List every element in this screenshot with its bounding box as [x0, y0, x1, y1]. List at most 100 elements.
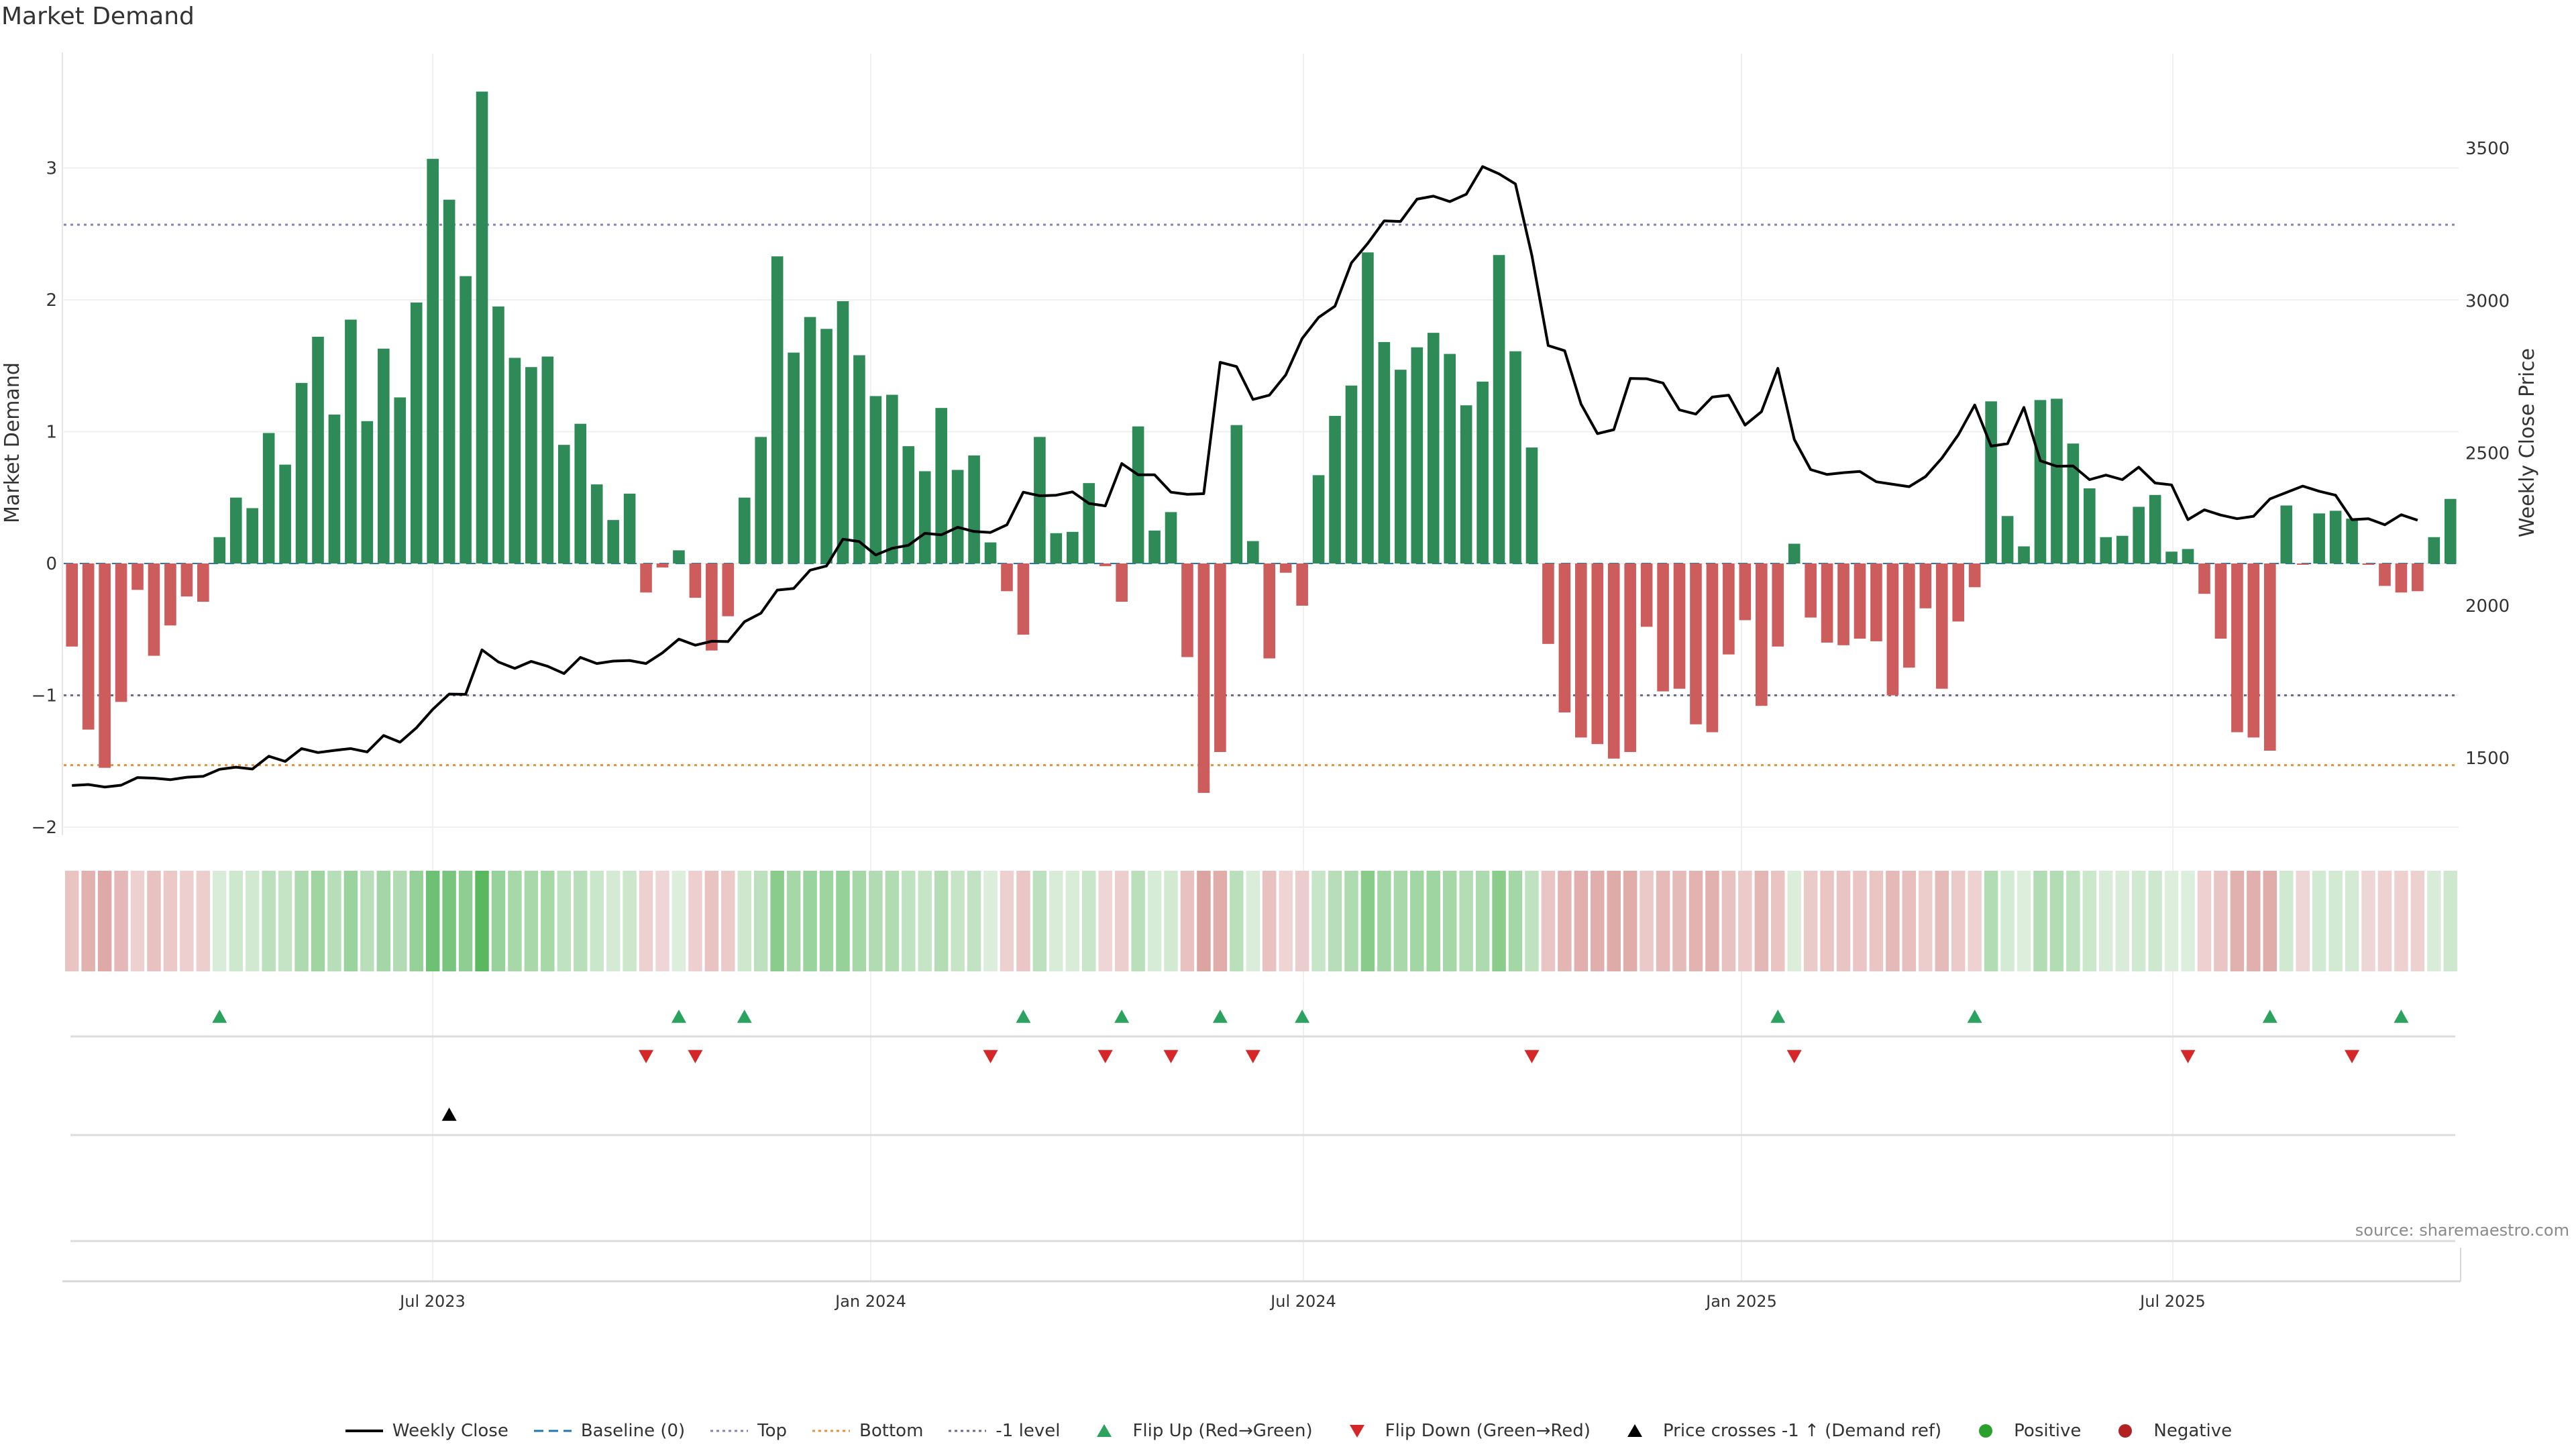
demand-bar — [1197, 564, 1210, 793]
legend-item: Price crosses -1 ↑ (Demand ref) — [1615, 1421, 1941, 1441]
heat-cell — [425, 871, 440, 971]
demand-bar — [1345, 385, 1358, 564]
demand-bar — [1017, 564, 1030, 635]
demand-bar — [2247, 564, 2260, 738]
demand-bar — [640, 564, 652, 593]
demand-bar — [1477, 381, 1489, 564]
heat-cell — [2443, 871, 2457, 971]
legend-label: Flip Down (Green→Red) — [1385, 1421, 1591, 1441]
flip-up-marker — [212, 1010, 227, 1023]
y-right-axis-label: Weekly Close Price — [2516, 348, 2539, 537]
heat-cell — [541, 871, 555, 971]
demand-bar — [1395, 370, 1407, 564]
demand-bars — [66, 91, 2457, 793]
flip-down-marker — [983, 1050, 998, 1063]
demand-bar — [2001, 516, 2014, 564]
heat-cell — [557, 871, 572, 971]
demand-bar — [1985, 401, 1997, 564]
legend-label: Flip Up (Red→Green) — [1132, 1421, 1313, 1441]
demand-bar — [902, 446, 915, 564]
demand-bar — [984, 542, 997, 564]
heat-cell — [393, 871, 407, 971]
left-tick-label: 1 — [46, 423, 57, 443]
heat-cell — [2033, 871, 2047, 971]
demand-bar — [2116, 535, 2129, 564]
price-line-layer — [72, 165, 2418, 789]
heat-cell — [606, 871, 621, 971]
heat-cell — [2328, 871, 2343, 971]
heat-cell — [2427, 871, 2441, 971]
heat-cell — [442, 871, 456, 971]
heat-cell — [1492, 871, 1506, 971]
heat-cell — [1754, 871, 1769, 971]
demand-bar — [427, 158, 439, 564]
heat-cell — [639, 871, 653, 971]
flip-down-marker — [1097, 1050, 1113, 1063]
demand-bar — [1854, 564, 1866, 639]
demand-bar — [886, 394, 898, 564]
heat-cell — [688, 871, 702, 971]
demand-bar — [1329, 415, 1341, 564]
demand-bar — [1050, 533, 1063, 564]
flip-down-marker — [639, 1050, 654, 1063]
right-tick-label: 3000 — [2465, 291, 2510, 311]
heat-cell — [1836, 871, 1851, 971]
heat-cell — [1672, 871, 1686, 971]
heat-cell — [803, 871, 817, 971]
heat-cell — [1705, 871, 1719, 971]
heat-cell — [983, 871, 998, 971]
legend-item: Flip Up (Red→Green) — [1084, 1421, 1313, 1441]
legend-item: Baseline (0) — [533, 1421, 685, 1441]
right-tick-label: 1500 — [2465, 749, 2510, 769]
heat-cell — [1886, 871, 1900, 971]
heat-cell — [1098, 871, 1112, 971]
demand-bar — [328, 414, 341, 564]
heat-cell — [2247, 871, 2261, 971]
heat-cell — [491, 871, 506, 971]
heat-cell — [1935, 871, 1949, 971]
demand-bar — [1132, 426, 1144, 564]
flip-up-marker — [2394, 1010, 2409, 1023]
heat-cell — [1049, 871, 1063, 971]
heat-cell — [1591, 871, 1605, 971]
demand-bar — [2100, 537, 2112, 564]
heat-cell — [2263, 871, 2277, 971]
heat-cell — [508, 871, 522, 971]
flip-up-marker — [737, 1010, 752, 1023]
demand-bar — [2379, 564, 2391, 586]
demand-bar — [1886, 564, 1899, 696]
heat-cell — [130, 871, 145, 971]
demand-bar — [2428, 537, 2440, 564]
demand-bar — [1116, 564, 1128, 602]
heat-cell — [1968, 871, 1982, 971]
heat-cell — [1082, 871, 1096, 971]
heat-cell — [97, 871, 112, 971]
demand-bar — [951, 470, 964, 564]
legend-item: Positive — [1966, 1421, 2081, 1441]
heat-cell — [1919, 871, 1933, 971]
heat-cell — [869, 871, 883, 971]
demand-bar — [935, 408, 947, 564]
legend-item: Bottom — [811, 1421, 923, 1441]
chart-title: Market Demand — [1, 3, 195, 30]
heat-cell — [1656, 871, 1670, 971]
heat-cell — [1016, 871, 1030, 971]
demand-bar — [99, 564, 111, 768]
legend-label: Negative — [2153, 1421, 2233, 1441]
demand-bar — [1362, 252, 1374, 564]
heat-cell — [1721, 871, 1736, 971]
heat-cell — [278, 871, 292, 971]
heat-cell — [376, 871, 391, 971]
demand-bar — [1935, 564, 1948, 689]
heat-cell — [1377, 871, 1391, 971]
demand-bar — [2444, 498, 2457, 564]
heat-cell — [1508, 871, 1523, 971]
heat-cell — [2214, 871, 2228, 971]
heat-cell — [1525, 871, 1539, 971]
heat-cell — [753, 871, 768, 971]
demand-bar — [1509, 351, 1521, 564]
left-tick-label: 2 — [46, 290, 57, 311]
flip-down-marker — [1524, 1050, 1540, 1063]
legend-symbol-icon — [1337, 1421, 1377, 1441]
demand-bar — [148, 564, 160, 656]
